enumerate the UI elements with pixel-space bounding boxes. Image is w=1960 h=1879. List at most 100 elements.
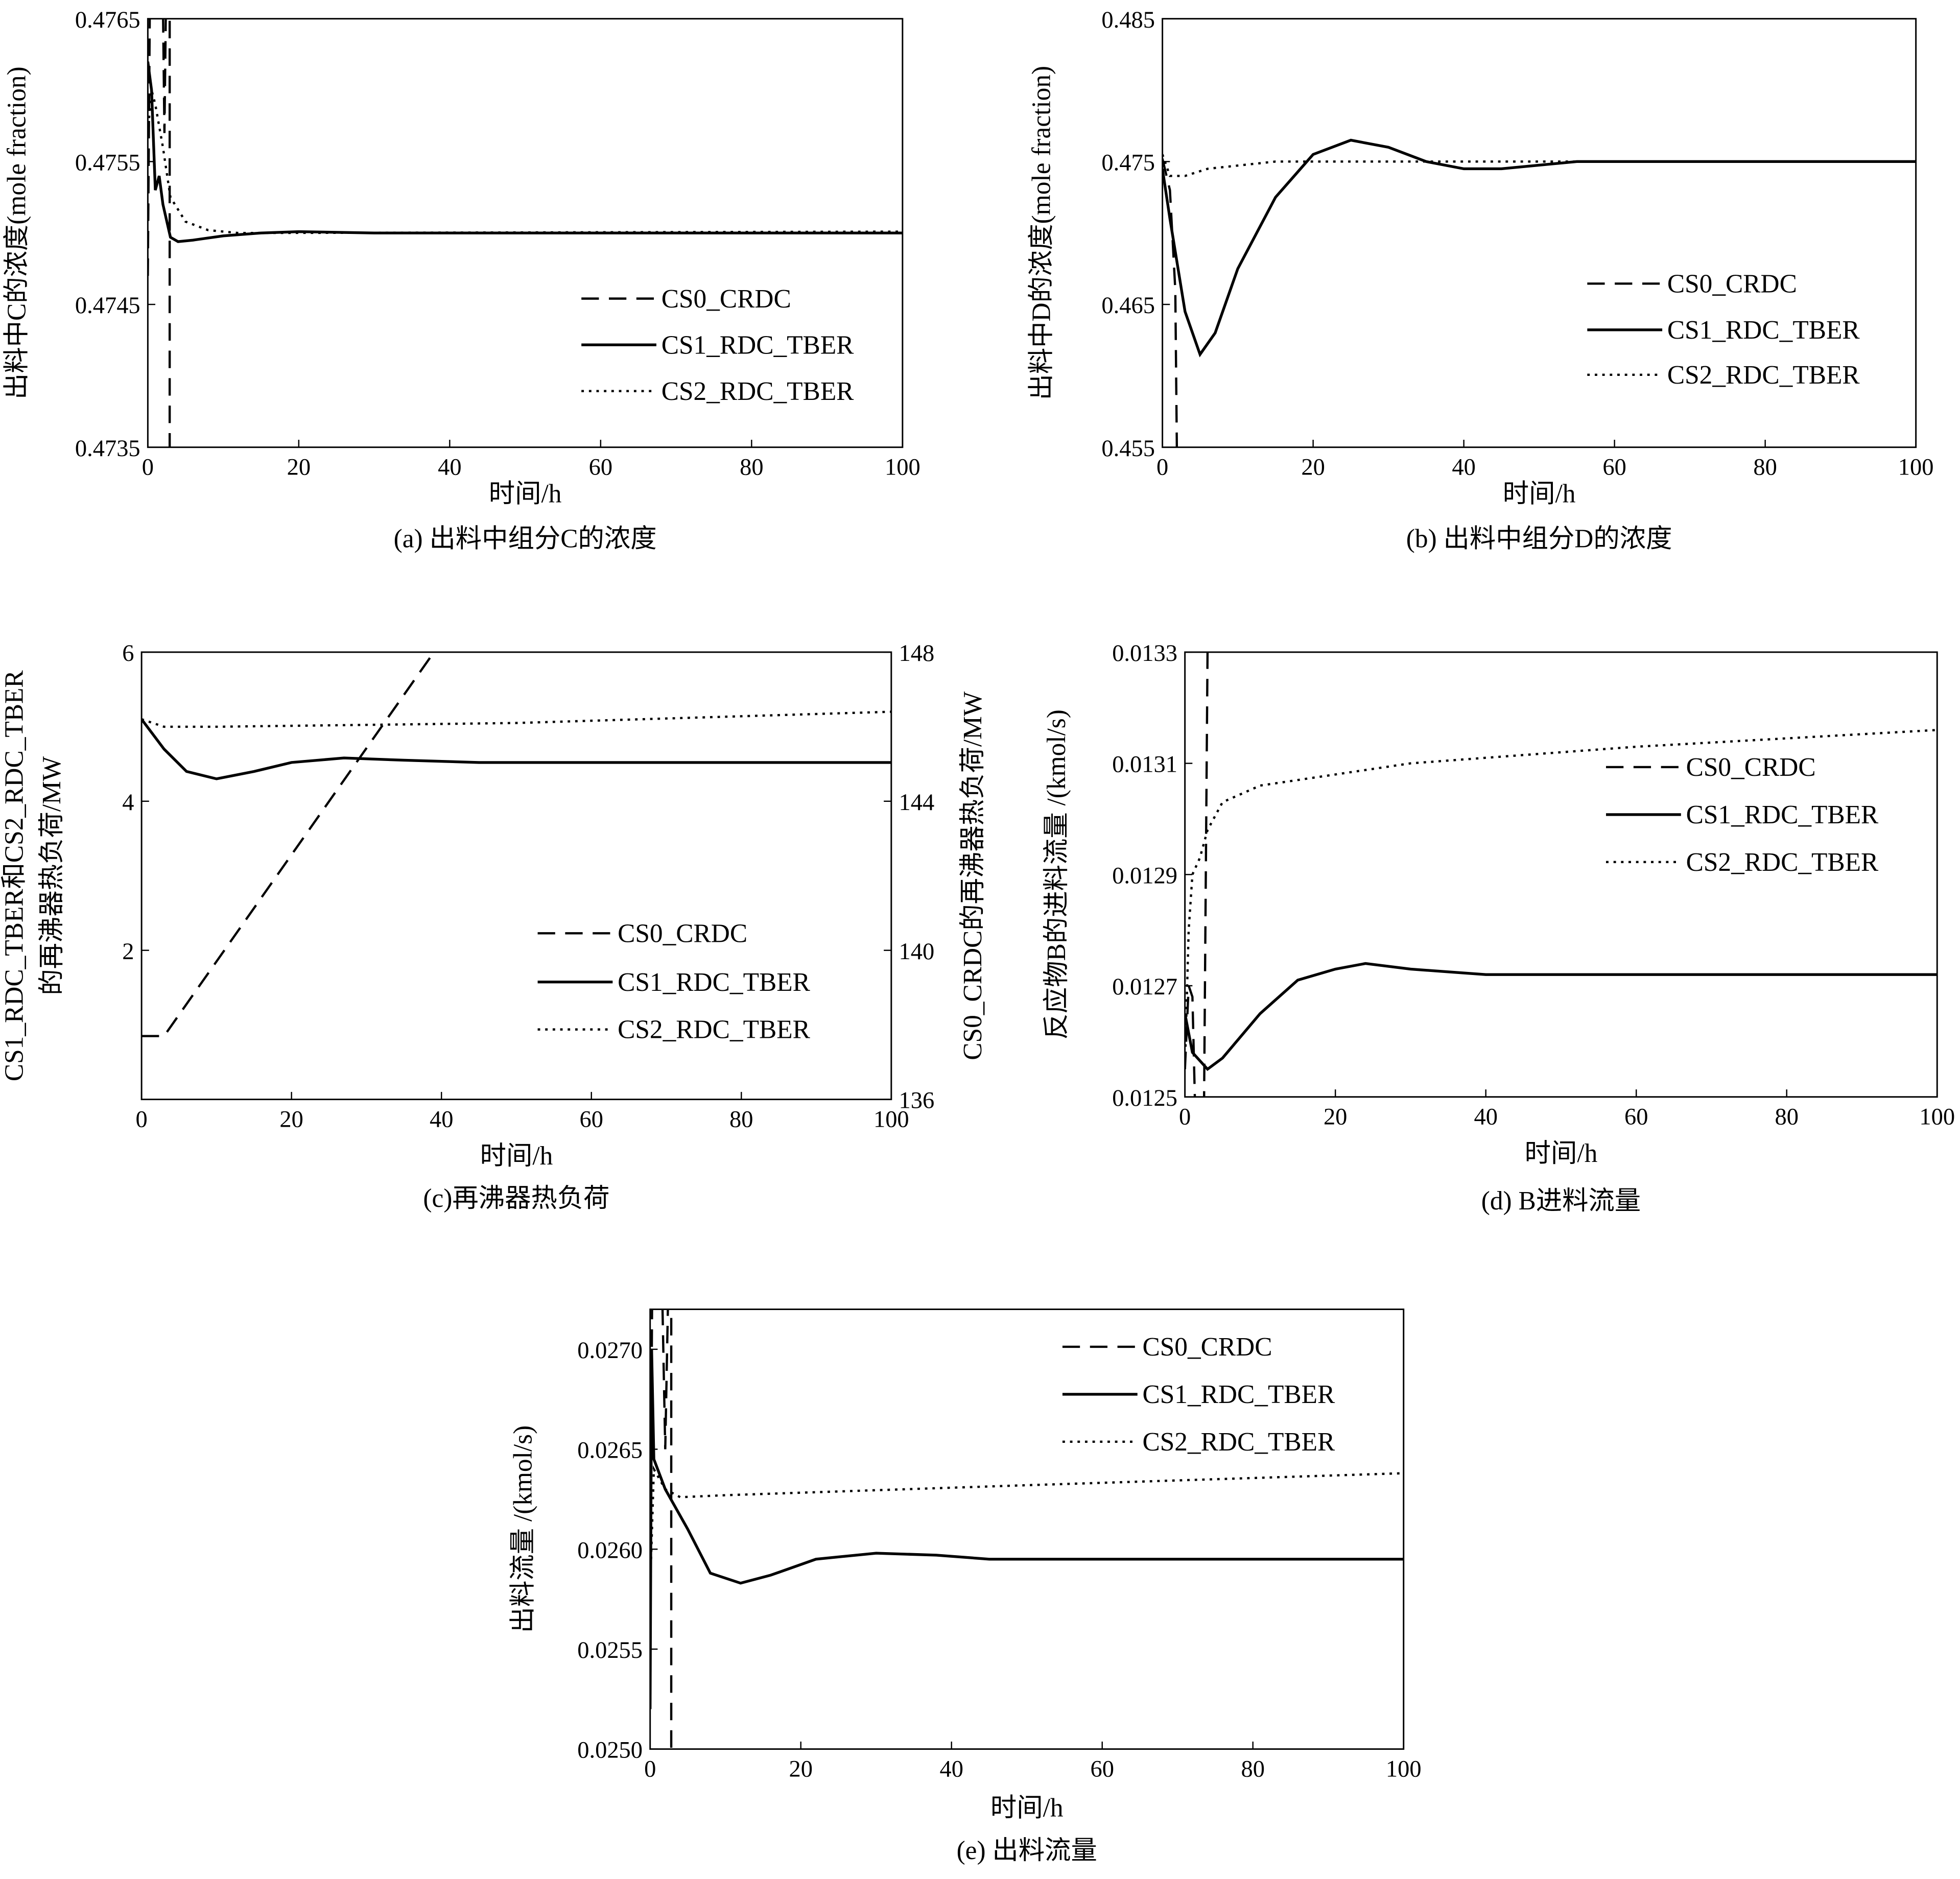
y-right-tick-label: 148 [899,640,935,667]
y-axis-label: 出料中D的浓度(mole fraction) [1027,66,1056,400]
x-axis-label: 时间/h [480,1141,553,1171]
series-line-cs2-rdc-tber [1185,729,1938,1069]
y-tick-label: 0.0127 [1112,974,1177,1000]
y-tick-label: 0.4765 [75,7,140,33]
x-tick-label: 60 [1090,1756,1114,1782]
x-tick-label: 20 [789,1756,812,1782]
chart-a: 0 20 40 60 80 100 0.4735 0.4745 0.4755 0.4765 时间/h… [3,7,920,554]
x-tick-label: 80 [1775,1104,1798,1130]
y-tick-label: 0.0255 [577,1637,643,1663]
y-axis-label: 出料流量 /(kmol/s) [508,1425,537,1633]
x-tick-label: 80 [1753,455,1777,481]
x-tick-label: 80 [740,455,763,481]
y-tick-label: 0.4755 [75,150,140,176]
plot-frame [649,1309,1405,1750]
legend-label: CS0_CRDC [1142,1333,1272,1362]
chart-e: 0 20 40 60 80 100 0.0250 0.0255 0.0260 0.0265 0.02… [508,1309,1422,1865]
y-tick-label: 2 [122,939,134,965]
y-tick-label: 6 [122,640,134,667]
legend-label: CS2_RDC_TBER [662,377,854,406]
x-axis-label: 时间/h [1503,479,1576,508]
x-tick-label: 0 [644,1756,656,1782]
x-tick-label: 40 [430,1106,453,1132]
y-tick-label: 0.485 [1101,7,1155,33]
y-tick-label: 4 [122,790,134,816]
chart-caption: (e) 出料流量 [957,1836,1097,1865]
legend-label: CS0_CRDC [1667,269,1797,298]
legend-label: CS2_RDC_TBER [1667,361,1860,390]
x-tick-label: 20 [1324,1104,1347,1130]
y-tick-label: 0.0260 [577,1537,643,1563]
series-line-cs1-rdc-tber [1162,138,1916,358]
x-tick-label: 0 [1179,1104,1191,1130]
legend-label: CS1_RDC_TBER [1142,1380,1335,1409]
plot-frame [140,651,892,1101]
series-line-cs2-rdc-tber [148,90,903,234]
y-tick-label: 0.0129 [1112,863,1177,889]
legend-label: CS1_RDC_TBER [1667,316,1860,345]
series-line-cs0-crdc [1162,158,1178,447]
y-axis-label: 出料中C的浓度(mole fraction) [3,66,32,399]
legend-label: CS2_RDC_TBER [1686,848,1879,877]
chart-caption: (c)再沸器热负荷 [423,1184,609,1213]
x-tick-label: 40 [1452,455,1475,481]
y-tick-label: 0.455 [1101,436,1155,462]
x-tick-label: 100 [1386,1756,1422,1782]
legend-label: CS1_RDC_TBER [1686,800,1879,829]
x-tick-label: 100 [885,455,920,481]
chart-c: 0 20 40 60 80 100 2 4 6 136 140 144 148 CS0_CRDC 的再沸器热… [0,640,987,1213]
x-tick-label: 0 [136,1106,148,1132]
y-tick-label: 0.0270 [577,1338,643,1364]
chart-caption: (d) B进料流量 [1481,1186,1641,1216]
chart-b: 0 20 40 60 80 100 0.455 0.465 0.475 0.485 时间/h 出料中D… [1027,7,1933,554]
series-line-cs1-rdc-tber [650,1349,1404,1709]
y-tick-label: 0.475 [1101,150,1155,176]
legend-label: CS2_RDC_TBER [1142,1428,1335,1457]
x-tick-label: 60 [580,1106,603,1132]
chart-caption: (b) 出料中组分D的浓度 [1406,524,1672,553]
legend-label: CS0_CRDC [662,284,791,314]
x-tick-label: 60 [1602,455,1626,481]
y-right-tick-label: 144 [899,790,935,816]
y-tick-label: 0.4745 [75,293,140,319]
x-tick-label: 20 [1301,455,1325,481]
legend-label: CS1_RDC_TBER [662,330,854,360]
x-tick-label: 40 [1474,1104,1497,1130]
legend-label: CS2_RDC_TBER [618,1015,810,1044]
y-tick-label: 0.0133 [1112,640,1177,667]
series-line-cs0-crdc [141,652,435,1037]
x-tick-label: 40 [438,455,461,481]
y-tick-label: 0.0250 [577,1738,643,1764]
y-tick-label: 0.0131 [1112,752,1177,778]
y-axis-label: 反应物B的进料流量 /(kmol/s) [1042,709,1071,1039]
y-right-tick-label: 136 [899,1088,935,1114]
legend-label: CS0_CRDC [618,919,747,948]
legend-label: CS1_RDC_TBER [618,968,810,997]
series-line-cs0-crdc [148,18,171,447]
series-line-cs1-rdc-tber [141,718,891,780]
x-tick-label: 0 [1156,455,1168,481]
y-tick-label: 0.4735 [75,436,140,462]
x-tick-label: 40 [939,1756,963,1782]
x-tick-label: 100 [873,1106,909,1132]
series-line-cs0-crdc [1185,652,1209,1097]
legend-label: CS0_CRDC [1686,753,1816,782]
x-tick-label: 20 [287,455,311,481]
x-tick-label: 100 [1898,455,1934,481]
y-right-tick-label: 140 [899,939,935,965]
x-tick-label: 60 [1624,1104,1648,1130]
chart-d: 0 20 40 60 80 100 0.0125 0.0127 0.0129 0.0131 0.01… [1042,640,1955,1216]
x-tick-label: 80 [1241,1756,1265,1782]
y-tick-label: 0.0125 [1112,1085,1177,1111]
x-axis-label: 时间/h [1525,1139,1598,1168]
x-tick-label: 20 [279,1106,303,1132]
chart-caption: (a) 出料中组分C的浓度 [394,524,657,553]
y-axis-label: 的再沸器热负荷/MW [37,756,66,995]
series-line-cs2-rdc-tber [650,1465,1404,1589]
series-line-cs0-crdc [650,1309,673,1749]
series-line-cs1-rdc-tber [148,61,903,243]
x-tick-label: 80 [729,1106,753,1132]
y-tick-label: 0.0265 [577,1438,643,1464]
x-axis-label: 时间/h [489,479,562,508]
